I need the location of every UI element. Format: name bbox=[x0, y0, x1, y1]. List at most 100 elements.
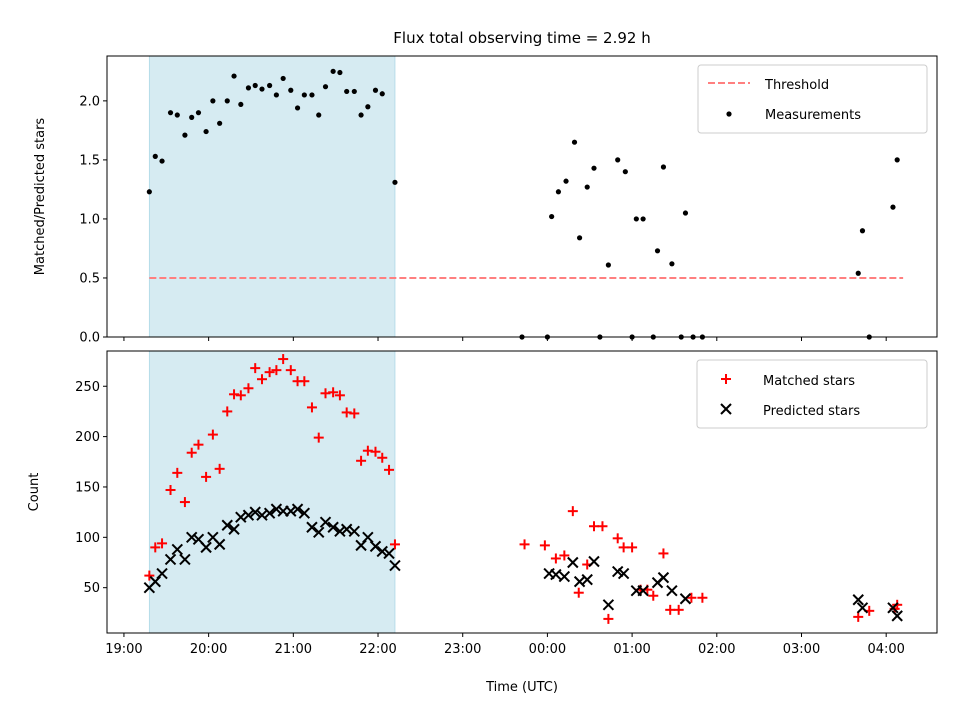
matched-star-point bbox=[250, 363, 261, 374]
legend-predicted-swatch bbox=[720, 403, 732, 415]
x-tick-label: 00:00 bbox=[529, 642, 566, 657]
ratio-panel: 0.0 0.5 1.0 1.5 2.0 Flux total observing tim… bbox=[33, 29, 938, 346]
matched-star-point bbox=[179, 497, 190, 508]
measurement-point bbox=[288, 87, 294, 93]
measurement-point bbox=[316, 112, 322, 118]
matched-star-point bbox=[370, 446, 381, 457]
matched-star-point bbox=[313, 432, 324, 443]
y-tick-label: 150 bbox=[75, 480, 100, 495]
y-tick-label: 100 bbox=[75, 531, 100, 546]
measurement-point bbox=[894, 157, 900, 163]
y-tick-label: 1.0 bbox=[79, 212, 100, 227]
measurement-point bbox=[571, 139, 578, 145]
count-panel-marks bbox=[143, 354, 903, 624]
predicted-star-point bbox=[285, 505, 297, 517]
legend-measurements-swatch bbox=[726, 111, 732, 117]
matched-star-point bbox=[341, 407, 352, 418]
matched-star-point bbox=[186, 447, 197, 458]
measurement-point bbox=[351, 88, 357, 95]
predicted-star-point bbox=[887, 602, 899, 614]
measurement-point bbox=[549, 213, 555, 220]
measurement-point bbox=[563, 178, 569, 184]
matched-star-point bbox=[328, 387, 339, 398]
ratio-y-axis-label: Matched/Predicted stars bbox=[33, 118, 48, 276]
matched-star-point bbox=[256, 374, 267, 385]
measurement-point bbox=[555, 189, 562, 195]
observing-window-shade bbox=[148, 55, 396, 338]
chart-title: Flux total observing time = 2.92 h bbox=[393, 29, 650, 47]
predicted-star-point bbox=[376, 545, 388, 558]
matched-star-point bbox=[362, 445, 373, 456]
matched-star-point bbox=[172, 467, 183, 478]
ratio-panel-marks bbox=[146, 68, 904, 340]
predicted-star-point bbox=[550, 568, 562, 581]
ratio-x-ticks bbox=[123, 337, 887, 341]
x-tick-label: 23:00 bbox=[444, 642, 481, 657]
measurement-point bbox=[392, 179, 398, 185]
matched-star-point bbox=[285, 365, 296, 376]
matched-star-point bbox=[573, 587, 584, 598]
x-tick-label: 01:00 bbox=[613, 642, 650, 657]
measurement-point bbox=[259, 86, 265, 92]
count-legend: Matched stars Predicted stars bbox=[696, 359, 928, 429]
count-x-ticks: 19:00 20:00 21:00 22:00 23:00 00:00 01:00 02:00… bbox=[105, 633, 905, 657]
measurement-point bbox=[267, 82, 273, 89]
x-axis-label: Time (UTC) bbox=[485, 680, 558, 695]
predicted-star-point bbox=[298, 507, 311, 519]
x-tick-label: 22:00 bbox=[359, 642, 396, 657]
measurement-point bbox=[152, 153, 158, 159]
matched-star-point bbox=[588, 521, 599, 532]
predicted-star-point bbox=[263, 507, 276, 519]
observing-window-shade bbox=[148, 350, 396, 634]
predicted-star-point bbox=[617, 567, 630, 580]
y-tick-label: 0.5 bbox=[79, 271, 100, 286]
legend-predicted-label: Predicted stars bbox=[763, 404, 860, 419]
x-tick-label: 19:00 bbox=[105, 642, 142, 657]
measurement-point bbox=[890, 204, 896, 210]
ratio-y-ticks: 0.0 0.5 1.0 1.5 2.0 bbox=[79, 94, 107, 346]
predicted-star-point bbox=[558, 570, 571, 583]
predicted-star-point bbox=[362, 531, 374, 544]
measurement-point bbox=[273, 92, 279, 98]
measurement-point bbox=[280, 75, 286, 82]
measurement-point bbox=[210, 98, 216, 104]
measurement-point bbox=[358, 112, 364, 118]
predicted-star-point bbox=[200, 541, 212, 554]
y-tick-label: 50 bbox=[83, 581, 100, 596]
predicted-star-point bbox=[891, 610, 903, 622]
predicted-star-point bbox=[179, 553, 191, 566]
matched-star-point bbox=[299, 376, 310, 387]
matched-star-point bbox=[853, 611, 864, 622]
matched-star-point bbox=[627, 542, 638, 553]
legend-measurements-label: Measurements bbox=[765, 108, 861, 123]
matched-star-point bbox=[612, 533, 623, 544]
measurement-point bbox=[584, 184, 590, 190]
predicted-star-point bbox=[249, 506, 261, 518]
measurement-point bbox=[322, 84, 329, 90]
y-tick-label: 250 bbox=[75, 380, 100, 395]
predicted-star-point bbox=[185, 531, 198, 544]
measurement-point bbox=[682, 210, 689, 216]
measurement-point bbox=[203, 128, 209, 135]
predicted-star-point bbox=[213, 538, 226, 551]
predicted-star-point bbox=[327, 521, 339, 533]
measurement-point bbox=[605, 262, 611, 268]
predicted-star-point bbox=[637, 584, 649, 597]
measurement-point bbox=[238, 101, 244, 108]
y-tick-label: 2.0 bbox=[79, 94, 100, 109]
measurement-point bbox=[859, 228, 866, 234]
predicted-star-point bbox=[602, 599, 615, 611]
measurement-point bbox=[660, 164, 667, 170]
predicted-star-point bbox=[657, 571, 670, 584]
count-panel-frame bbox=[106, 350, 938, 634]
matched-star-point bbox=[150, 542, 161, 553]
legend-threshold-label: Threshold bbox=[764, 78, 829, 93]
matched-star-point bbox=[603, 613, 614, 624]
matched-star-point bbox=[243, 383, 254, 394]
matched-star-point bbox=[389, 539, 400, 550]
matched-star-point bbox=[559, 550, 570, 561]
measurement-point bbox=[372, 87, 379, 93]
matched-star-point bbox=[306, 402, 317, 413]
legend-predicted-marker bbox=[720, 403, 732, 415]
